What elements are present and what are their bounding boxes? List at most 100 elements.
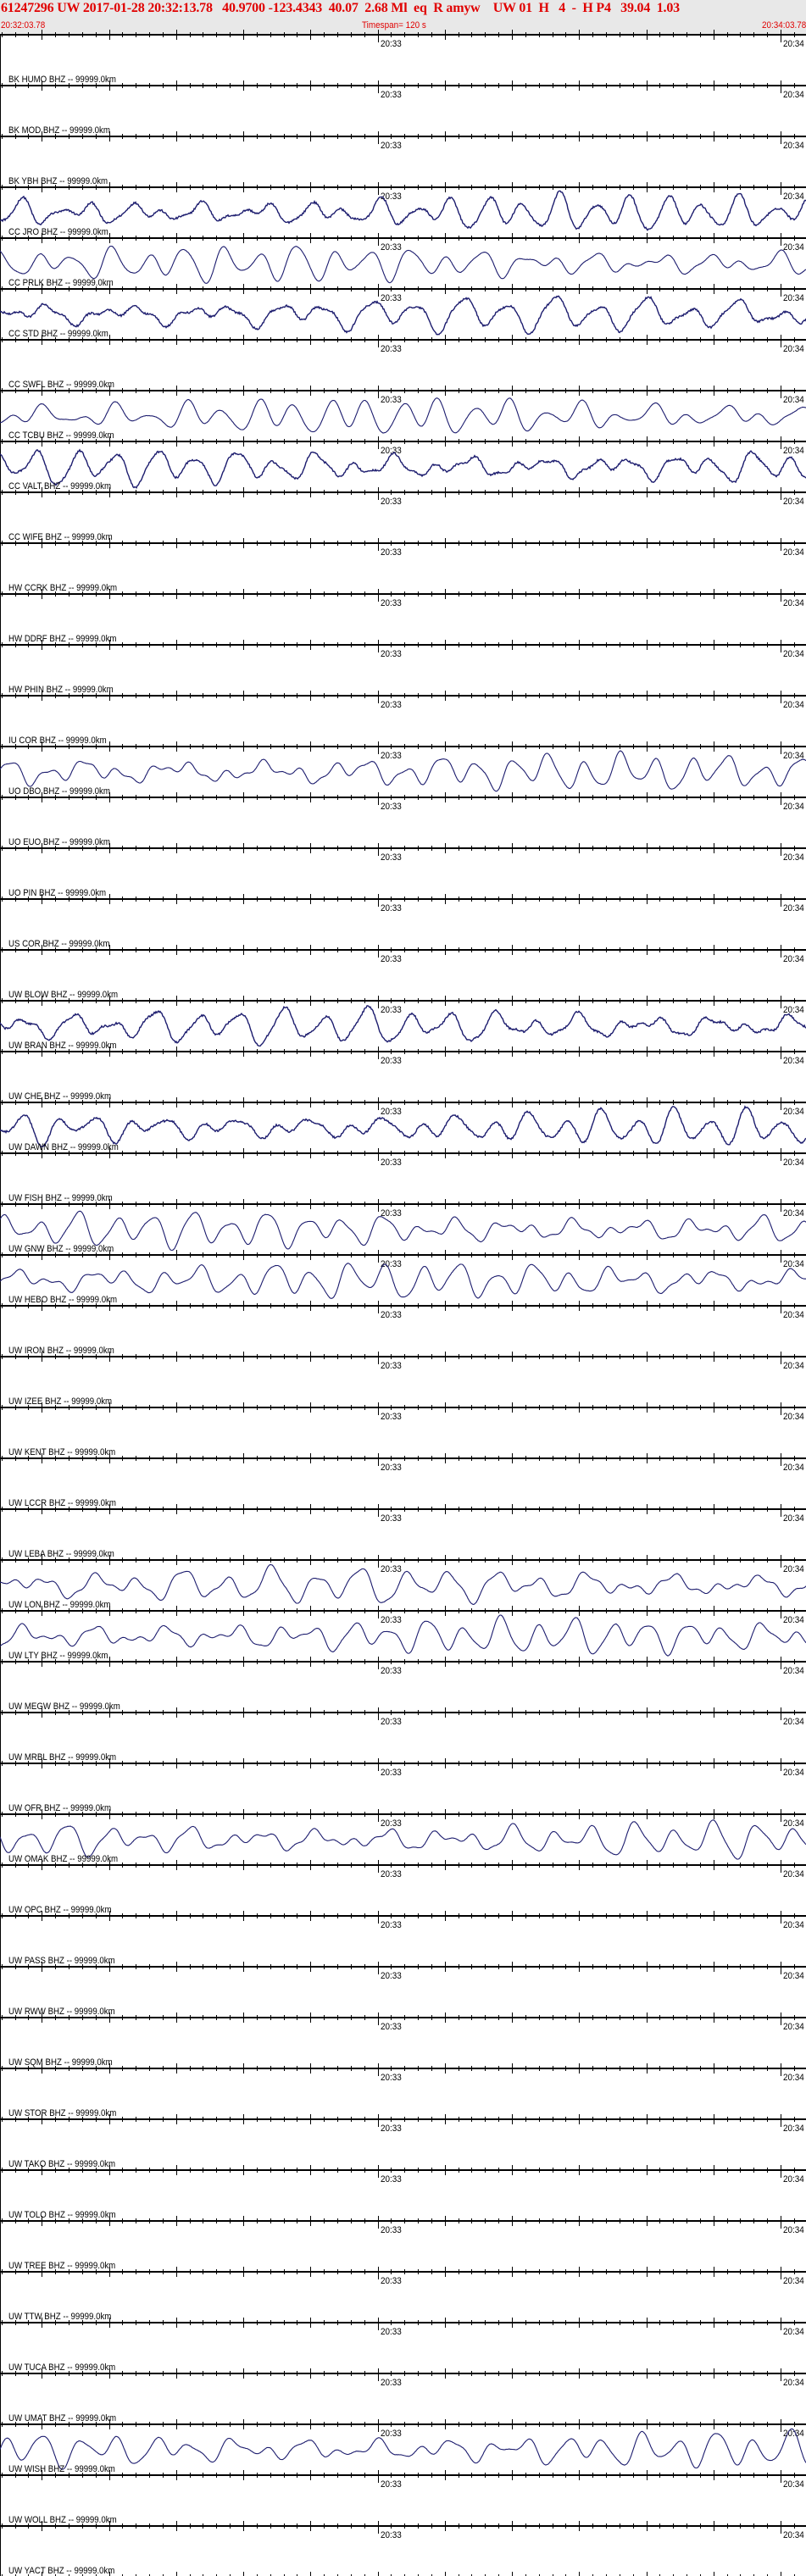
station-label[interactable]: UW TREE BHZ -- 99999.0km — [8, 2261, 116, 2271]
station-label[interactable]: UW DAWN BHZ -- 99999.0km — [8, 1142, 119, 1152]
station-label[interactable]: UO EUO BHZ -- 99999.0km — [8, 837, 110, 847]
minute-tick-label: 20:34 — [783, 1565, 804, 1575]
minute-tick-label: 20:34 — [783, 1972, 804, 1982]
minute-tick-label: 20:34 — [783, 650, 804, 660]
station-label[interactable]: UW TAKO BHZ -- 99999.0km — [8, 2159, 116, 2169]
station-label[interactable]: UW IRON BHZ -- 99999.0km — [8, 1346, 114, 1356]
station-label[interactable]: UW OPC BHZ -- 99999.0km — [8, 1905, 112, 1915]
waveform-trace[interactable] — [0, 1819, 806, 1860]
minute-tick-label: 20:34 — [783, 1921, 804, 1931]
station-label[interactable]: BK MOD BHZ -- 99999.0km — [8, 125, 110, 136]
station-label[interactable]: CC VALT BHZ -- 99999.0km — [8, 481, 112, 491]
waveform-trace[interactable] — [0, 1563, 806, 1605]
station-label[interactable]: UW OMAK BHZ -- 99999.0km — [8, 1854, 119, 1864]
station-label[interactable]: IU COR BHZ -- 99999.0km — [8, 736, 107, 746]
station-label[interactable]: UW KENT BHZ -- 99999.0km — [8, 1447, 116, 1457]
minute-tick-label: 20:34 — [783, 2531, 804, 2541]
waveform-trace[interactable] — [0, 448, 806, 489]
minute-tick-label: 20:33 — [381, 1870, 402, 1880]
station-label[interactable]: UW WOLL BHZ -- 99999.0km — [8, 2515, 117, 2525]
station-label[interactable]: UW UMAT BHZ -- 99999.0km — [8, 2413, 117, 2423]
station-label[interactable]: UW MEGW BHZ -- 99999.0km — [8, 1702, 120, 1712]
station-label[interactable]: UW FISH BHZ -- 99999.0km — [8, 1193, 113, 1203]
station-label[interactable]: CC WIFE BHZ -- 99999.0km — [8, 532, 113, 542]
event-summary: 61247296 UW 2017-01-28 20:32:13.78 40.97… — [1, 1, 680, 15]
station-label[interactable]: UW HEBO BHZ -- 99999.0km — [8, 1295, 118, 1305]
station-label[interactable]: UW LCCR BHZ -- 99999.0km — [8, 1498, 116, 1508]
minute-tick-label: 20:34 — [783, 1006, 804, 1016]
waveform-trace[interactable] — [0, 1263, 806, 1299]
station-label[interactable]: HW PHIN BHZ -- 99999.0km — [8, 685, 114, 695]
station-label[interactable]: UW TOLO BHZ -- 99999.0km — [8, 2210, 116, 2220]
station-label[interactable]: UW CHE BHZ -- 99999.0km — [8, 1091, 112, 1102]
waveform-trace[interactable] — [0, 2428, 806, 2470]
station-label[interactable]: UW BLOW BHZ -- 99999.0km — [8, 990, 119, 1000]
station-label[interactable]: HW CCRK BHZ -- 99999.0km — [8, 583, 118, 593]
waveform-trace[interactable] — [0, 397, 806, 434]
station-label[interactable]: HW DDRF BHZ -- 99999.0km — [8, 634, 117, 644]
minute-tick-label: 20:34 — [783, 2124, 804, 2135]
minute-tick-label: 20:34 — [783, 2480, 804, 2490]
minute-tick-label: 20:33 — [381, 2429, 402, 2440]
minute-tick-label: 20:33 — [381, 1819, 402, 1829]
minute-tick-label: 20:34 — [783, 243, 804, 253]
station-label[interactable]: CC PRLK BHZ -- 99999.0km — [8, 278, 114, 288]
minute-tick-label: 20:33 — [381, 1972, 402, 1982]
window-start-time: 20:32:03.78 — [1, 20, 46, 31]
minute-tick-label: 20:34 — [783, 396, 804, 406]
waveform-trace[interactable] — [0, 245, 806, 284]
minute-tick-label: 20:33 — [381, 1209, 402, 1219]
waveform-trace[interactable] — [0, 750, 806, 792]
minute-tick-label: 20:33 — [381, 497, 402, 508]
station-label[interactable]: UO DBO BHZ -- 99999.0km — [8, 786, 110, 797]
station-label[interactable]: UW LEBA BHZ -- 99999.0km — [8, 1549, 114, 1559]
minute-tick-label: 20:34 — [783, 2277, 804, 2287]
minute-tick-label: 20:34 — [783, 40, 804, 50]
station-label[interactable]: US COR BHZ -- 99999.0km — [8, 939, 110, 949]
minute-tick-label: 20:33 — [381, 1311, 402, 1321]
station-label[interactable]: UW SQM BHZ -- 99999.0km — [8, 2057, 113, 2068]
station-label[interactable]: CC STD BHZ -- 99999.0km — [8, 329, 108, 339]
minute-tick-label: 20:33 — [381, 548, 402, 558]
minute-tick-label: 20:34 — [783, 802, 804, 813]
station-label[interactable]: UO PIN BHZ -- 99999.0km — [8, 888, 107, 898]
station-label[interactable]: UW OFR BHZ -- 99999.0km — [8, 1803, 112, 1813]
station-label[interactable]: UW MRBL BHZ -- 99999.0km — [8, 1752, 117, 1763]
minute-tick-label: 20:33 — [381, 1158, 402, 1169]
minute-tick-label: 20:33 — [381, 345, 402, 355]
minute-tick-label: 20:34 — [783, 752, 804, 762]
station-label[interactable]: BK YBH BHZ -- 99999.0km — [8, 176, 108, 186]
minute-tick-label: 20:33 — [381, 447, 402, 457]
station-label[interactable]: UW LTY BHZ -- 99999.0km — [8, 1651, 108, 1661]
minute-tick-label: 20:33 — [381, 1921, 402, 1931]
station-label[interactable]: UW TTW BHZ -- 99999.0km — [8, 2312, 112, 2322]
station-label[interactable]: UW BRAN BHZ -- 99999.0km — [8, 1041, 117, 1051]
station-label[interactable]: BK HUMO BHZ -- 99999.0km — [8, 75, 116, 85]
waveform-trace[interactable] — [0, 1105, 806, 1148]
station-label[interactable]: UW LON BHZ -- 99999.0km — [8, 1600, 111, 1610]
station-label[interactable]: UW IZEE BHZ -- 99999.0km — [8, 1396, 113, 1407]
station-label[interactable]: UW WISH BHZ -- 99999.0km — [8, 2464, 115, 2474]
station-label[interactable]: UW YACT BHZ -- 99999.0km — [8, 2566, 115, 2576]
station-label[interactable]: CC TCBU BHZ -- 99999.0km — [8, 430, 114, 441]
station-label[interactable]: CC SWFL BHZ -- 99999.0km — [8, 380, 114, 390]
waveform-trace[interactable] — [0, 1614, 806, 1657]
station-label[interactable]: UW STOR BHZ -- 99999.0km — [8, 2108, 117, 2118]
station-label[interactable]: UW TUCA BHZ -- 99999.0km — [8, 2362, 116, 2373]
station-label[interactable]: UW GNW BHZ -- 99999.0km — [8, 1244, 114, 1254]
waveform-trace[interactable] — [0, 190, 806, 231]
waveform-trace[interactable] — [0, 1005, 806, 1047]
station-label[interactable]: UW PASS BHZ -- 99999.0km — [8, 1956, 115, 1966]
waveform-trace[interactable] — [0, 295, 806, 336]
minute-tick-label: 20:33 — [381, 2175, 402, 2185]
minute-tick-label: 20:34 — [783, 2074, 804, 2084]
minute-tick-label: 20:34 — [783, 1819, 804, 1829]
station-label[interactable]: UW RWW BHZ -- 99999.0km — [8, 2007, 115, 2017]
minute-tick-label: 20:33 — [381, 2226, 402, 2236]
minute-tick-label: 20:33 — [381, 1108, 402, 1118]
station-label[interactable]: CC JRO BHZ -- 99999.0km — [8, 227, 108, 237]
minute-tick-label: 20:34 — [783, 548, 804, 558]
waveform-trace[interactable] — [0, 1210, 806, 1252]
